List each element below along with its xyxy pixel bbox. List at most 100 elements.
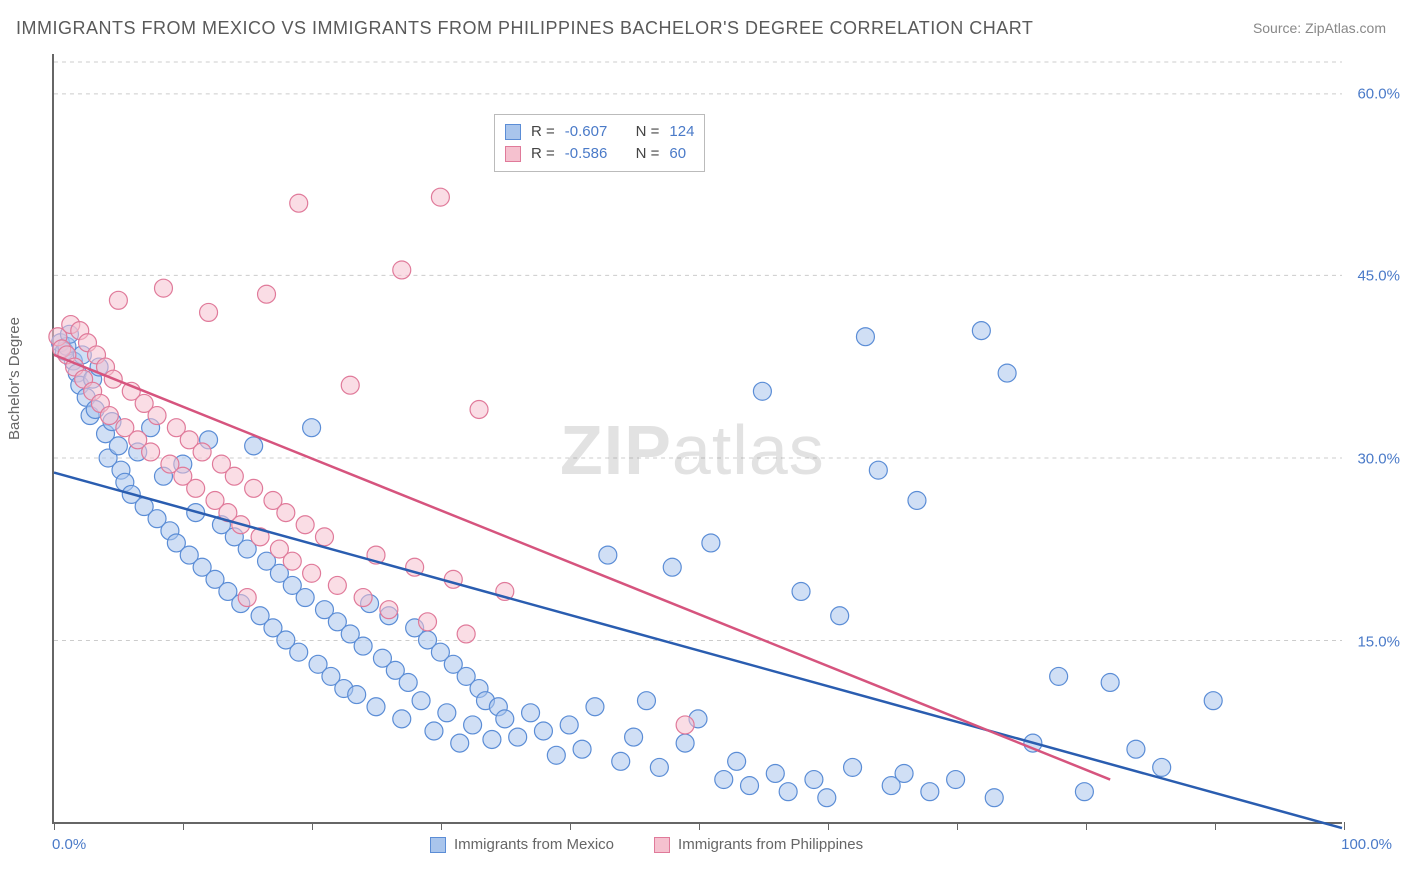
data-point [193,443,211,461]
data-point [354,637,372,655]
data-point [947,771,965,789]
data-point [380,601,398,619]
source-attribution: Source: ZipAtlas.com [1253,20,1386,36]
data-point [650,758,668,776]
chart-title: IMMIGRANTS FROM MEXICO VS IMMIGRANTS FRO… [16,18,1033,39]
data-point [283,552,301,570]
x-tick [1344,822,1345,830]
data-point [315,528,333,546]
data-point [856,328,874,346]
data-point [142,443,160,461]
x-tick [570,822,571,830]
data-point [154,279,172,297]
data-point [419,613,437,631]
data-point [470,401,488,419]
data-point [676,716,694,734]
data-point [438,704,456,722]
y-axis-title: Bachelor's Degree [6,317,23,440]
data-point [1127,740,1145,758]
data-point [296,589,314,607]
x-axis-max-label: 100.0% [1341,836,1392,853]
data-point [354,589,372,607]
y-tick-label: 45.0% [1357,268,1400,285]
data-point [328,576,346,594]
legend-item: Immigrants from Mexico [430,836,614,853]
data-point [1204,692,1222,710]
data-point [245,437,263,455]
x-tick [957,822,958,830]
data-point [895,764,913,782]
data-point [998,364,1016,382]
legend-stat-row: R =-0.586 N = 60 [505,143,694,165]
data-point [109,437,127,455]
data-point [296,516,314,534]
data-point [547,746,565,764]
legend-swatch [505,146,521,162]
data-point [522,704,540,722]
legend-swatch [430,837,446,853]
data-point [637,692,655,710]
data-point [451,734,469,752]
data-point [483,731,501,749]
x-tick [183,822,184,830]
x-tick [1215,822,1216,830]
trendline [54,473,1342,828]
data-point [303,564,321,582]
data-point [509,728,527,746]
data-point [676,734,694,752]
data-point [1153,758,1171,776]
data-point [728,752,746,770]
data-point [277,504,295,522]
data-point [831,607,849,625]
x-tick [312,822,313,830]
data-point [1050,667,1068,685]
x-axis-min-label: 0.0% [52,836,86,853]
trendline [54,355,1110,780]
data-point [225,467,243,485]
data-point [586,698,604,716]
data-point [534,722,552,740]
y-tick-label: 60.0% [1357,86,1400,103]
data-point [844,758,862,776]
data-point [496,710,514,728]
data-point [464,716,482,734]
data-point [187,479,205,497]
data-point [341,376,359,394]
legend-item: Immigrants from Philippines [654,836,863,853]
data-point [290,194,308,212]
data-point [399,673,417,691]
correlation-legend: R =-0.607 N =124R =-0.586 N = 60 [494,114,705,172]
data-point [238,589,256,607]
legend-swatch [654,837,670,853]
data-point [779,783,797,801]
x-tick [54,822,55,830]
legend-stat-row: R =-0.607 N =124 [505,121,694,143]
data-point [393,261,411,279]
data-point [425,722,443,740]
chart-container: IMMIGRANTS FROM MEXICO VS IMMIGRANTS FRO… [0,0,1406,892]
data-point [412,692,430,710]
data-point [702,534,720,552]
data-point [766,764,784,782]
data-point [715,771,733,789]
data-point [612,752,630,770]
data-point [1075,783,1093,801]
plot-area: R =-0.607 N =124R =-0.586 N = 60 60.0%45… [52,54,1342,824]
data-point [985,789,1003,807]
data-point [303,419,321,437]
data-point [200,303,218,321]
legend-label: Immigrants from Mexico [454,836,614,853]
data-point [625,728,643,746]
series-legend: Immigrants from Mexico Immigrants from Ph… [430,836,863,853]
data-point [792,583,810,601]
x-tick [1086,822,1087,830]
data-point [921,783,939,801]
data-point [109,291,127,309]
data-point [908,492,926,510]
data-point [599,546,617,564]
data-point [805,771,823,789]
data-point [348,686,366,704]
data-point [1101,673,1119,691]
data-point [663,558,681,576]
data-point [818,789,836,807]
